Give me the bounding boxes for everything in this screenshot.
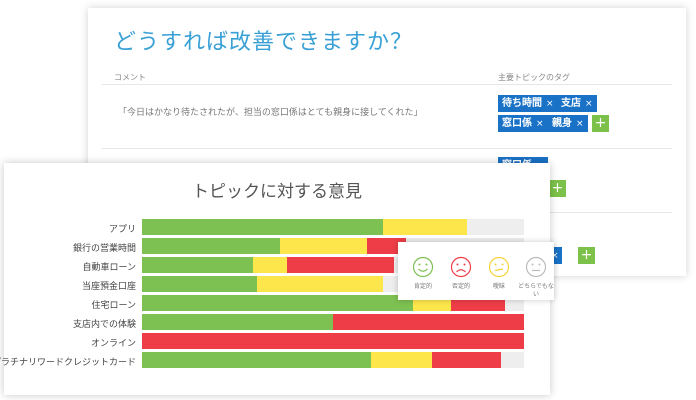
tag-wait-time[interactable]: 待ち時間 × <box>498 95 558 112</box>
category-label: プラチナリワードクレジットカード <box>0 358 136 368</box>
tag-teller[interactable]: 窓口係 × <box>498 115 548 132</box>
negative-face-icon <box>450 256 472 278</box>
bar-segment-negative[interactable] <box>142 333 524 349</box>
bar-track <box>142 314 524 330</box>
category-label: オンライン <box>90 339 136 349</box>
category-label: アプリ <box>108 225 136 235</box>
divider <box>102 148 672 149</box>
positive-face-icon <box>412 256 434 278</box>
remove-tag-icon[interactable]: × <box>546 99 554 109</box>
bar-segment-neutral[interactable] <box>382 219 467 235</box>
bar-segment-positive[interactable] <box>142 238 280 254</box>
category-label: 当座預金口座 <box>81 282 136 292</box>
bar-segment-undecided[interactable] <box>466 219 524 235</box>
bar-segment-undecided[interactable] <box>501 352 524 368</box>
sentiment-legend: 肯定的 否定的 曖昧 どちらでもない <box>398 242 554 300</box>
bar-segment-neutral[interactable] <box>256 276 383 292</box>
bar-track <box>142 219 524 235</box>
bar-segment-neutral[interactable] <box>252 257 288 273</box>
panel-title: どうすれば改善できますか？ <box>114 30 414 55</box>
neutral-face-icon <box>488 256 510 278</box>
bar-track <box>142 333 524 349</box>
tag-label: 待ち時間 <box>502 98 542 109</box>
bar-segment-neutral[interactable] <box>371 352 433 368</box>
remove-tag-icon[interactable]: × <box>536 119 544 129</box>
add-tag-button[interactable]: + <box>549 180 566 197</box>
legend-label-negative: 否定的 <box>451 283 470 290</box>
remove-tag-icon[interactable]: × <box>576 119 584 129</box>
undecided-face-icon <box>525 256 547 278</box>
category-label: 支店内での体験 <box>72 320 136 330</box>
comment-column-header: コメント <box>114 73 146 82</box>
bar-segment-positive[interactable] <box>142 276 257 292</box>
tag-label: 支店 <box>561 98 581 109</box>
bar-track <box>142 352 524 368</box>
category-label: 住宅ローン <box>91 301 136 311</box>
bar-segment-positive[interactable] <box>142 352 372 368</box>
bar-segment-negative[interactable] <box>287 257 395 273</box>
bar-segment-neutral[interactable] <box>279 238 368 254</box>
bar-segment-negative[interactable] <box>432 352 502 368</box>
chart-title: トピックに対する意見 <box>192 182 362 202</box>
legend-label-positive: 肯定的 <box>413 283 432 290</box>
tag-label: 親身 <box>552 118 572 129</box>
category-label: 銀行の営業時間 <box>72 244 136 254</box>
tag-branch[interactable]: 支店 × <box>557 95 597 112</box>
remove-tag-icon[interactable]: × <box>585 99 593 109</box>
remove-tag-icon[interactable]: × <box>551 251 559 261</box>
category-label: 自動車ローン <box>82 263 136 273</box>
divider <box>102 84 672 85</box>
bar-segment-positive[interactable] <box>142 257 253 273</box>
add-tag-button[interactable]: + <box>578 247 595 264</box>
bar-segment-positive[interactable] <box>142 314 333 330</box>
add-tag-button[interactable]: + <box>592 115 609 132</box>
legend-label-neutral: 曖昧 <box>492 283 505 290</box>
tags-column-header: 主要トピックのタグ <box>498 73 570 82</box>
legend-label-undecided: どちらでもない <box>518 283 554 298</box>
bar-segment-negative[interactable] <box>333 314 524 330</box>
comment-text: 「今日はかなり待たされたが、担当の窓口係はとても親身に接してくれた」 <box>118 108 423 118</box>
tag-caring[interactable]: 親身 × <box>548 115 588 132</box>
bar-segment-negative[interactable] <box>367 238 406 254</box>
bar-segment-positive[interactable] <box>142 219 383 235</box>
bar-segment-positive[interactable] <box>142 295 414 311</box>
tag-label: 窓口係 <box>502 118 532 129</box>
